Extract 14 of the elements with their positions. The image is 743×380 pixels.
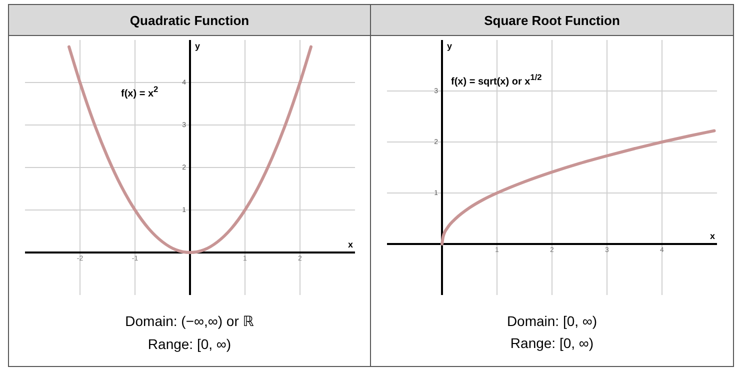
x-axis-title: x <box>347 238 352 249</box>
annotation: f(x) = x$^{2}$ <box>121 84 158 100</box>
chart-title: Quadratic Function <box>9 5 370 36</box>
line-series <box>67 44 312 254</box>
y-axis-title: y <box>447 40 452 50</box>
text: Domain: [0, ∞) <box>506 313 598 329</box>
line-series <box>440 128 716 245</box>
text: Range: [0, ∞) <box>510 335 594 351</box>
x-axis-title: x <box>710 230 715 240</box>
text: Range: [0, ∞) <box>148 336 232 352</box>
y-axis-title: y <box>194 40 200 50</box>
annotation: f(x) = sqrt(x) or x$^{1/2}$ <box>451 72 542 88</box>
text: Domain: (−∞,∞) or ℝ <box>125 312 254 330</box>
chart-title: Square Root Function <box>371 5 733 36</box>
